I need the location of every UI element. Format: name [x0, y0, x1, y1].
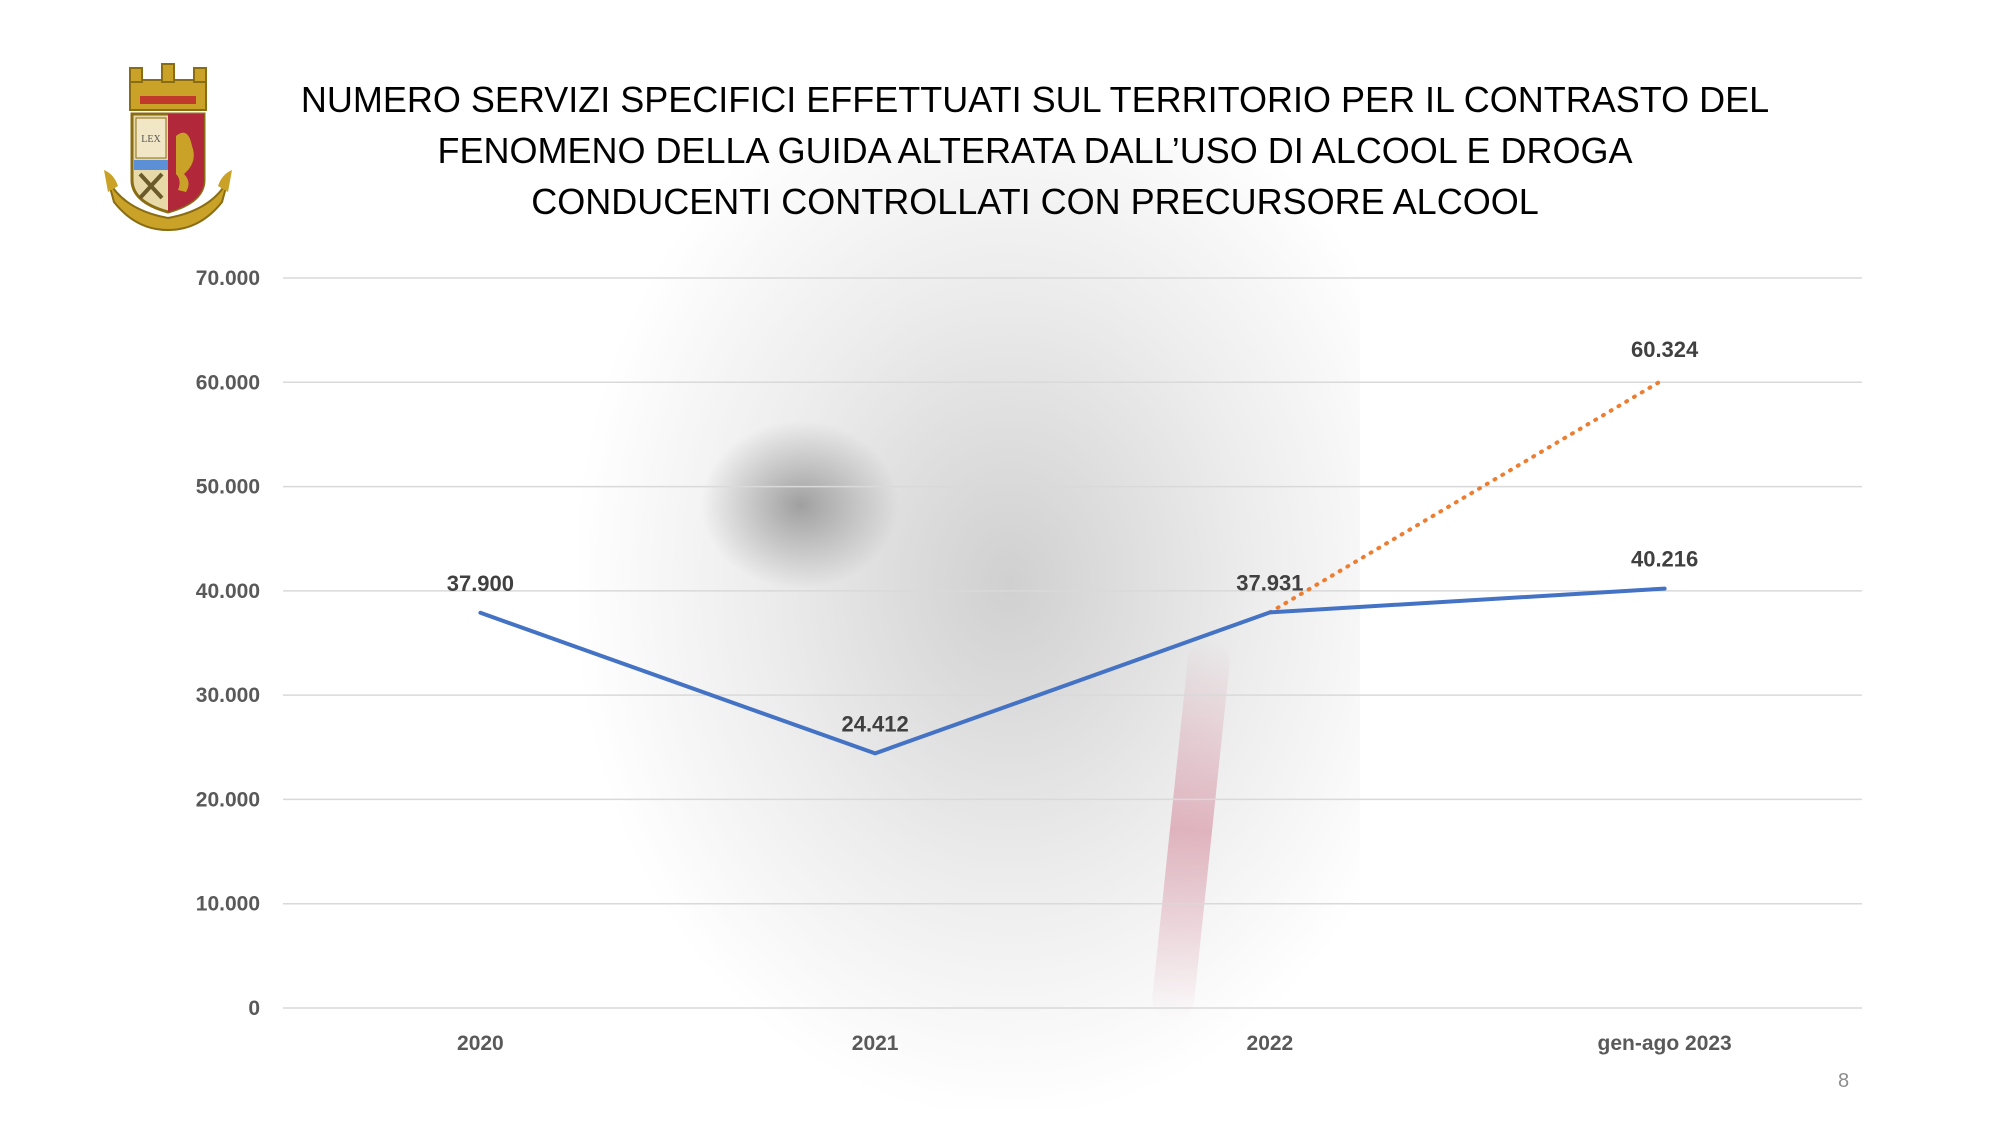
police-crest-logo: LEX: [100, 62, 236, 232]
x-tick-label: 2021: [852, 1032, 899, 1055]
y-tick-label: 40.000: [196, 580, 260, 603]
svg-text:LEX: LEX: [141, 134, 161, 145]
title-line-1: NUMERO SERVIZI SPECIFICI EFFETTUATI SUL …: [300, 79, 1770, 120]
chart-title: NUMERO SERVIZI SPECIFICI EFFETTUATI SUL …: [250, 74, 1820, 227]
data-label: 37.931: [1236, 570, 1303, 595]
y-tick-label: 10.000: [196, 893, 260, 916]
background-photo: [580, 150, 1360, 1110]
x-tick-label: 2022: [1247, 1032, 1294, 1055]
y-tick-label: 60.000: [196, 371, 260, 394]
data-label: 37.900: [447, 571, 514, 596]
data-label: 24.412: [841, 711, 908, 736]
data-label: 60.324: [1631, 337, 1699, 362]
x-tick-label: 2020: [457, 1032, 504, 1055]
series-line-dotted: [1267, 376, 1667, 615]
y-axis-ticks: 0 10.000 20.000 30.000 40.000 50.000 60.000 70.…: [196, 267, 260, 1020]
y-tick-label: 20.000: [196, 788, 260, 811]
series-line-solid: [478, 586, 1667, 756]
title-line-2: FENOMENO DELLA GUIDA ALTERATA DALL’USO D…: [437, 130, 1633, 171]
y-tick-label: 50.000: [196, 476, 260, 499]
page-number: 8: [1838, 1070, 1850, 1092]
series-lines: [478, 376, 1667, 756]
y-tick-label: 30.000: [196, 684, 260, 707]
title-line-3: CONDUCENTI CONTROLLATI CON PRECURSORE AL…: [531, 181, 1539, 222]
gridlines: [283, 277, 1862, 1009]
data-labels: 37.900 24.412 37.931 40.216 60.324: [447, 337, 1699, 737]
data-label: 40.216: [1631, 547, 1698, 572]
x-tick-label: gen-ago 2023: [1598, 1032, 1732, 1055]
y-tick-label: 70.000: [196, 267, 260, 290]
y-tick-label: 0: [248, 997, 260, 1020]
x-axis-ticks: 2020 2021 2022 gen-ago 2023: [457, 1032, 1732, 1055]
